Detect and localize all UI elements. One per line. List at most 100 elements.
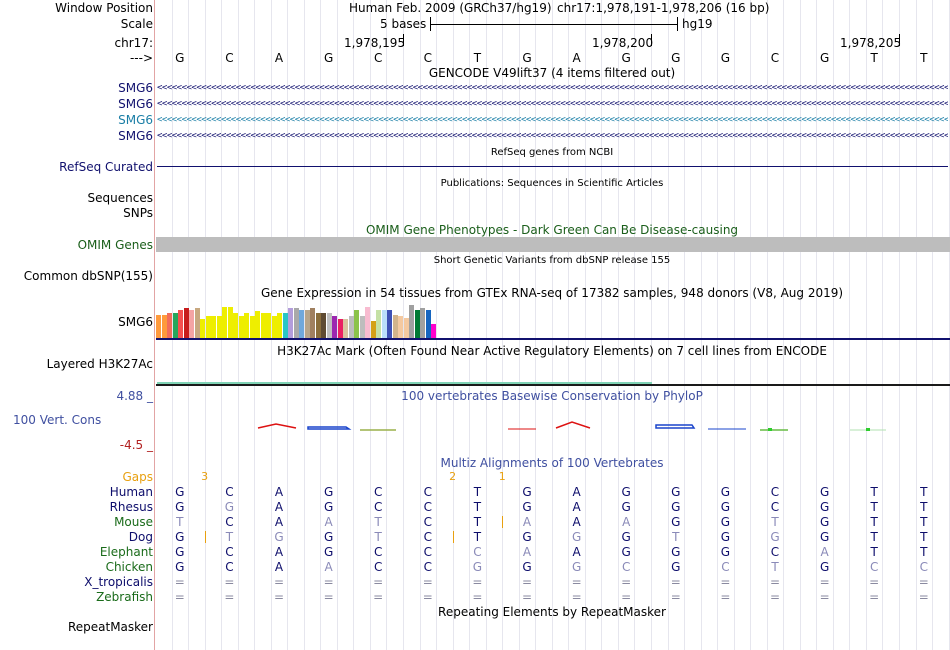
gencode-transcript[interactable]: <<<<<<<<<<<<<<<<<<<<<<<<<<<<<<<<<<<<<<<<… [157, 83, 948, 93]
gtex-tissue-bar[interactable] [200, 319, 205, 338]
refseq-track-label[interactable]: RefSeq Curated [59, 160, 153, 174]
gtex-tissue-bar[interactable] [189, 310, 194, 338]
gtex-tissue-bar[interactable] [255, 311, 260, 338]
gtex-tissue-bar[interactable] [425, 310, 431, 338]
reference-base: G [175, 51, 185, 65]
gtex-tissue-bar[interactable] [266, 313, 271, 338]
gencode-gene-label[interactable]: SMG6 [118, 97, 153, 111]
gencode-transcript[interactable]: <<<<<<<<<<<<<<<<<<<<<<<<<<<<<<<<<<<<<<<<… [157, 115, 948, 125]
species-label[interactable]: Chicken [105, 560, 153, 574]
species-label[interactable]: Dog [128, 530, 153, 544]
strand-arrow-label: ---> [129, 51, 153, 65]
phylop-track-label[interactable]: 100 Vert. Cons [13, 413, 102, 427]
gtex-tissue-bar[interactable] [304, 310, 310, 338]
phylop-track-title[interactable]: 100 vertebrates Basewise Conservation by… [401, 389, 703, 403]
gtex-tissue-bar[interactable] [227, 307, 233, 338]
gtex-tissue-bar[interactable] [414, 310, 420, 338]
alignment-base: C [770, 500, 780, 514]
gtex-tissue-bar[interactable] [359, 316, 365, 338]
repeatmasker-track-title[interactable]: Repeating Elements by RepeatMasker [438, 605, 666, 619]
gencode-gene-label[interactable]: SMG6 [118, 81, 153, 95]
gtex-tissue-bar[interactable] [310, 308, 315, 338]
gencode-transcript[interactable]: <<<<<<<<<<<<<<<<<<<<<<<<<<<<<<<<<<<<<<<<… [157, 99, 948, 109]
gtex-tissue-bar[interactable] [172, 313, 178, 338]
gtex-tissue-bar[interactable] [409, 305, 414, 338]
gtex-tissue-bar[interactable] [238, 316, 244, 338]
gtex-tissue-bar[interactable] [167, 313, 172, 338]
gtex-tissue-bar[interactable] [233, 313, 238, 338]
gtex-tissue-bar[interactable] [365, 307, 370, 338]
species-label[interactable]: Zebrafish [96, 590, 153, 604]
gencode-gene-label[interactable]: SMG6 [118, 129, 153, 143]
alignment-base: G [175, 560, 185, 574]
gtex-tissue-bar[interactable] [420, 308, 425, 338]
gtex-tissue-bar[interactable] [387, 310, 392, 338]
omim-track-label[interactable]: OMIM Genes [77, 238, 153, 252]
h3k27ac-track-label[interactable]: Layered H3K27Ac [46, 357, 153, 371]
dbsnp-track-title[interactable]: Short Genetic Variants from dbSNP releas… [433, 255, 671, 266]
gtex-tissue-bar[interactable] [277, 313, 282, 338]
gtex-tissue-bar[interactable] [260, 313, 266, 338]
dbsnp-track-label[interactable]: Common dbSNP(155) [23, 269, 153, 283]
gtex-tissue-bar[interactable] [183, 308, 189, 338]
gencode-gene-label[interactable]: SMG6 [118, 113, 153, 127]
gtex-gene-label[interactable]: SMG6 [118, 315, 153, 329]
gtex-tissue-bar[interactable] [271, 316, 277, 338]
omim-track-title[interactable]: OMIM Gene Phenotypes - Dark Green Can Be… [365, 223, 739, 237]
h3k27ac-track-title[interactable]: H3K27Ac Mark (Often Found Near Active Re… [277, 344, 827, 358]
gencode-transcript[interactable]: <<<<<<<<<<<<<<<<<<<<<<<<<<<<<<<<<<<<<<<<… [157, 131, 948, 141]
gtex-tissue-bar[interactable] [288, 308, 293, 338]
gtex-tissue-bar[interactable] [194, 308, 200, 338]
gtex-tissue-bar[interactable] [321, 313, 326, 338]
gtex-tissue-bar[interactable] [178, 310, 183, 338]
phylop-graph[interactable] [156, 418, 950, 438]
alignment-base: = [373, 590, 384, 604]
gtex-tissue-bar[interactable] [326, 313, 332, 338]
scale-bar-right-cap [677, 17, 678, 31]
publications-track-title[interactable]: Publications: Sequences in Scientific Ar… [440, 178, 664, 189]
gtex-tissue-bar[interactable] [392, 315, 398, 338]
repeatmasker-track-label[interactable]: RepeatMasker [67, 620, 153, 634]
gencode-track-title[interactable]: GENCODE V49lift37 (4 items filtered out) [428, 66, 676, 80]
species-label[interactable]: Elephant [99, 545, 153, 559]
gtex-tissue-bar[interactable] [398, 316, 403, 338]
gtex-tissue-bar[interactable] [332, 316, 337, 338]
gtex-tissue-bar[interactable] [161, 315, 167, 338]
gtex-tissue-bar[interactable] [222, 307, 227, 338]
gtex-tissue-bar[interactable] [216, 316, 222, 338]
gtex-tissue-bar[interactable] [156, 315, 161, 338]
multiz-track-title[interactable]: Multiz Alignments of 100 Vertebrates [440, 456, 664, 470]
species-label[interactable]: Mouse [114, 515, 153, 529]
gtex-tissue-bar[interactable] [403, 318, 409, 338]
gtex-tissue-bar[interactable] [244, 313, 249, 338]
publications-label-snps[interactable]: SNPs [123, 206, 153, 220]
gtex-tissue-bar[interactable] [249, 316, 255, 338]
species-label[interactable]: X_tropicalis [84, 575, 153, 589]
species-label[interactable]: Human [109, 485, 153, 499]
publications-label-sequences[interactable]: Sequences [87, 191, 153, 205]
gtex-track-title[interactable]: Gene Expression in 54 tissues from GTEx … [260, 286, 844, 300]
gtex-tissue-bar[interactable] [211, 316, 216, 338]
gtex-tissue-bar[interactable] [370, 321, 376, 338]
gtex-tissue-bar[interactable] [376, 310, 381, 338]
scale-bar [430, 24, 678, 25]
species-label[interactable]: Rhesus [109, 500, 153, 514]
gtex-tissue-bar[interactable] [348, 316, 354, 338]
gtex-tissue-bar[interactable] [381, 310, 387, 338]
gtex-tissue-bar[interactable] [282, 313, 288, 338]
gtex-bar-chart[interactable] [156, 299, 556, 338]
refseq-gene-line[interactable] [157, 166, 948, 167]
gtex-tissue-bar[interactable] [299, 310, 304, 338]
gtex-tissue-bar[interactable] [354, 310, 359, 338]
gtex-tissue-bar[interactable] [337, 319, 343, 338]
gtex-tissue-bar[interactable] [315, 313, 321, 338]
gtex-tissue-bar[interactable] [343, 319, 348, 338]
alignment-base: G [274, 530, 284, 544]
alignment-base: G [720, 500, 731, 514]
gtex-tissue-bar[interactable] [293, 308, 299, 338]
refseq-track-title[interactable]: RefSeq genes from NCBI [490, 147, 614, 158]
omim-gene-block[interactable] [156, 237, 950, 252]
gtex-tissue-bar[interactable] [431, 324, 436, 338]
gtex-tissue-bar[interactable] [205, 316, 211, 338]
